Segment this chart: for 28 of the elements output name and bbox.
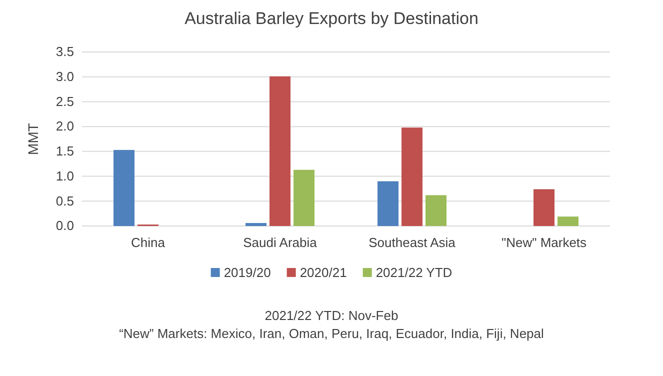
bar	[378, 181, 398, 226]
y-tick-label: 2.5	[56, 94, 74, 109]
x-tick-label: Southeast Asia	[368, 235, 456, 250]
bar	[270, 76, 290, 226]
chart-title: Australia Barley Exports by Destination	[184, 9, 478, 28]
legend-label: 2019/20	[224, 265, 271, 280]
y-tick-label: 0.5	[56, 193, 74, 208]
y-tick-label: 3.5	[56, 44, 74, 60]
y-tick-label: 0.0	[56, 218, 74, 234]
bar	[294, 170, 314, 226]
legend-label: 2021/22 YTD	[376, 265, 452, 280]
y-axis-title: MMT	[25, 122, 41, 155]
y-tick-label: 1.5	[56, 144, 74, 159]
text: “New” Markets: Mexico, Iran, Oman, Peru, Iraq, Ecuador, India, Fiji, Nepal	[119, 326, 544, 341]
x-tick-label: Saudi Arabia	[243, 235, 318, 250]
x-tick-label: China	[131, 235, 166, 250]
bar	[534, 189, 554, 226]
y-tick-label: 2.0	[56, 118, 74, 134]
legend-label: 2020/21	[300, 265, 347, 280]
y-tick-label: 3.0	[56, 69, 74, 84]
x-tick-label: "New" Markets	[501, 235, 588, 250]
bar	[558, 216, 578, 226]
bar	[246, 223, 266, 226]
bar	[114, 150, 134, 226]
y-tick-label: 1.0	[56, 168, 74, 184]
text: 2021/22 YTD: Nov-Feb	[264, 308, 398, 323]
bar	[426, 195, 446, 226]
bar	[402, 128, 422, 226]
